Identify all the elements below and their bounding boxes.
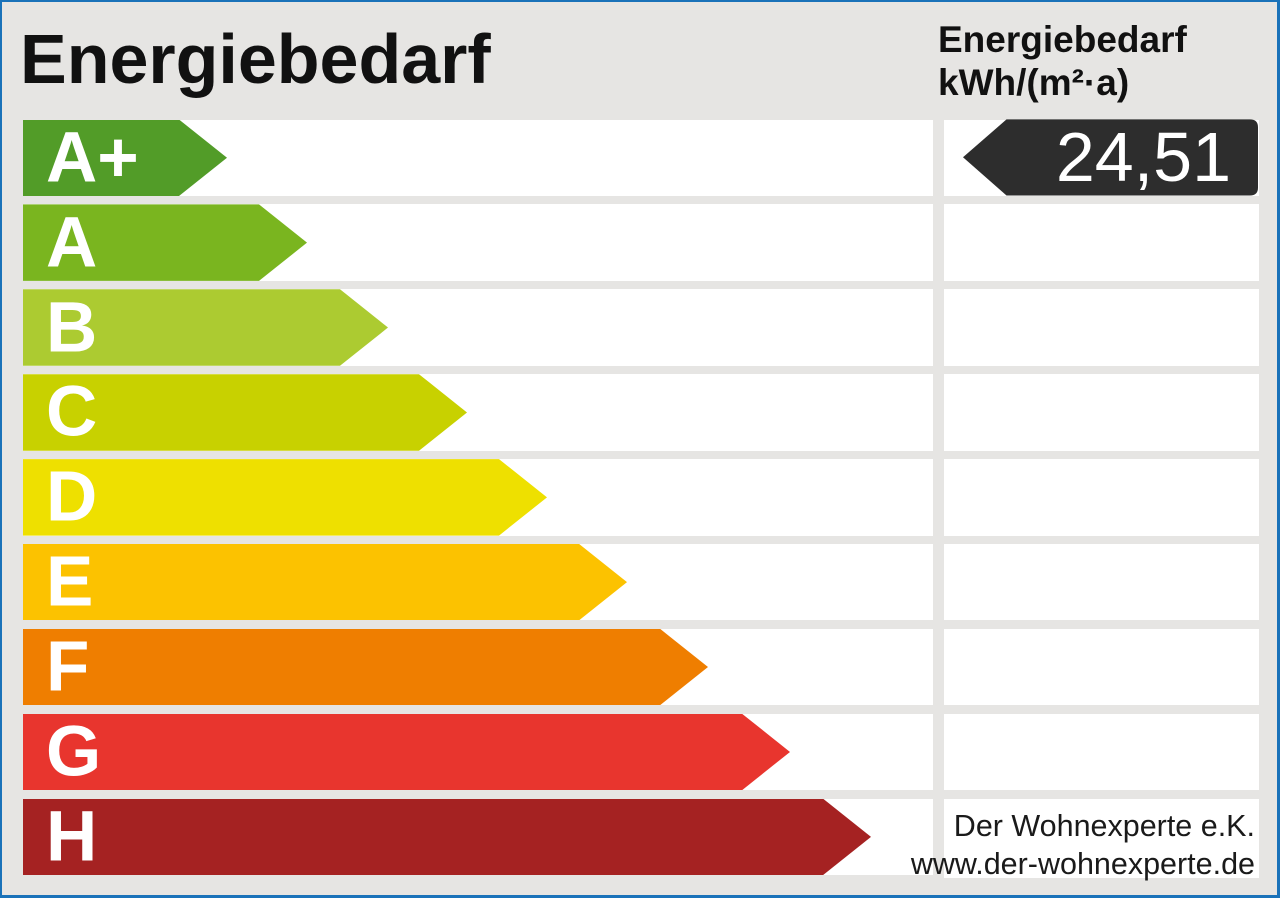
svg-text:24,51: 24,51 — [1056, 119, 1231, 196]
